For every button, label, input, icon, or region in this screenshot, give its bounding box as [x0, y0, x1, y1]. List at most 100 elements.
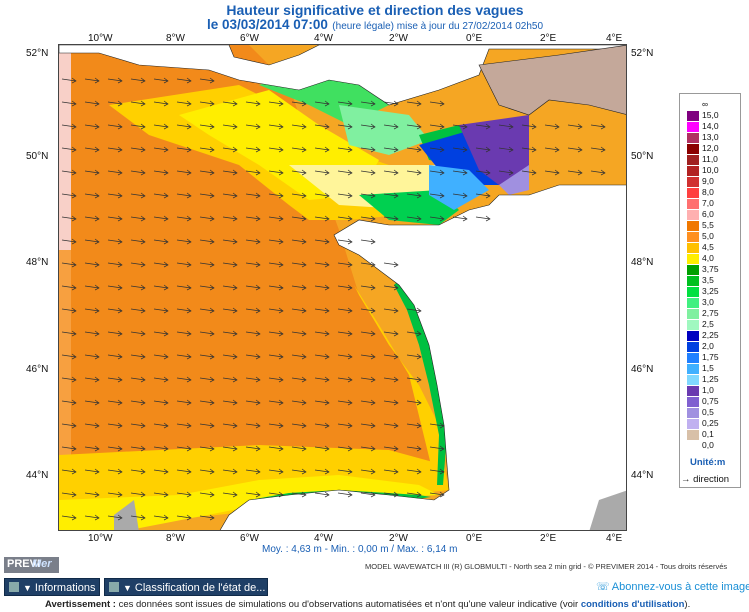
direction-arrow	[314, 353, 330, 360]
direction-arrow	[176, 238, 192, 245]
direction-arrow	[406, 399, 422, 406]
subscribe-link[interactable]: ☏ Abonnez-vous à cette image	[596, 580, 749, 593]
direction-arrow	[360, 284, 376, 291]
legend-entry: 2,25	[687, 330, 739, 341]
direction-arrow	[406, 215, 422, 222]
chevron-down-icon: ▼	[123, 583, 132, 593]
direction-arrow	[291, 468, 307, 475]
direction-arrow	[61, 445, 77, 452]
direction-arrow	[84, 445, 100, 452]
legend-swatch	[687, 111, 699, 121]
direction-arrow	[521, 169, 537, 176]
legend-value: 2,5	[702, 319, 714, 329]
direction-arrow	[544, 169, 560, 176]
legend-value: 3,75	[702, 264, 719, 274]
direction-arrow	[268, 330, 284, 337]
direction-arrow	[61, 100, 77, 107]
lat-label-right: 52°N	[631, 48, 654, 59]
direction-arrow	[498, 169, 514, 176]
direction-arrow	[406, 422, 422, 429]
lon-label-top: 4°E	[606, 33, 623, 44]
direction-arrow	[383, 468, 399, 475]
direction-arrow	[199, 376, 215, 383]
previmer-logo[interactable]: PREVI Mer	[4, 557, 59, 573]
direction-arrow	[130, 376, 146, 383]
direction-arrow	[544, 146, 560, 153]
direction-arrow	[84, 422, 100, 429]
direction-arrow	[245, 491, 261, 498]
lat-label-left: 50°N	[26, 151, 49, 162]
direction-arrow	[84, 376, 100, 383]
direction-arrow	[222, 422, 238, 429]
direction-arrow	[153, 422, 169, 429]
wave-height-map[interactable]	[58, 44, 627, 531]
direction-arrow	[590, 169, 606, 176]
lon-label-bottom: 4°W	[314, 533, 333, 544]
legend-entry: 0,5	[687, 407, 739, 418]
direction-arrow	[84, 514, 100, 521]
direction-arrow	[360, 192, 376, 199]
legend-entry: 1,25	[687, 374, 739, 385]
direction-arrow	[406, 169, 422, 176]
direction-arrow	[314, 307, 330, 314]
direction-arrow	[360, 491, 376, 498]
direction-arrow	[176, 376, 192, 383]
direction-arrow	[199, 491, 215, 498]
direction-arrow	[337, 238, 353, 245]
classification-tab[interactable]: ▼ Classification de l'état de...	[104, 578, 268, 596]
direction-arrow	[61, 123, 77, 130]
direction-arrow	[176, 422, 192, 429]
direction-arrow	[590, 123, 606, 130]
terms-link[interactable]: conditions d'utilisation	[580, 599, 685, 610]
direction-arrow	[222, 284, 238, 291]
legend-swatch	[687, 342, 699, 352]
direction-arrow	[153, 330, 169, 337]
direction-arrow	[590, 146, 606, 153]
legend-value: 0,1	[702, 429, 714, 439]
legend-entry: 0,0	[687, 440, 739, 451]
direction-arrow	[268, 192, 284, 199]
direction-arrow	[337, 399, 353, 406]
direction-arrow	[130, 422, 146, 429]
direction-arrow	[153, 215, 169, 222]
direction-arrow	[153, 192, 169, 199]
direction-arrow	[291, 215, 307, 222]
direction-arrow	[268, 491, 284, 498]
direction-arrow	[153, 77, 169, 84]
direction-arrow	[107, 376, 123, 383]
direction-arrow	[245, 422, 261, 429]
direction-arrow	[268, 261, 284, 268]
direction-arrow	[245, 215, 261, 222]
direction-arrow	[130, 215, 146, 222]
direction-arrow	[84, 100, 100, 107]
direction-arrow	[291, 284, 307, 291]
direction-arrow	[406, 491, 422, 498]
direction-arrow	[360, 123, 376, 130]
direction-arrow	[314, 215, 330, 222]
direction-arrow	[130, 192, 146, 199]
update-note: (heure légale) mise à jour du 27/02/2014…	[332, 21, 543, 32]
direction-arrow	[130, 146, 146, 153]
legend-entry: 1,0	[687, 385, 739, 396]
direction-arrow	[360, 215, 376, 222]
legend-swatch	[687, 353, 699, 363]
direction-arrow	[61, 146, 77, 153]
informations-tab[interactable]: ▼ Informations	[4, 578, 100, 596]
direction-arrow	[314, 100, 330, 107]
direction-arrow	[153, 376, 169, 383]
direction-arrow	[314, 445, 330, 452]
direction-arrow	[268, 399, 284, 406]
legend-value: 1,25	[702, 374, 719, 384]
direction-arrow	[176, 491, 192, 498]
wave-height-legend: Unité:m ∞ 15,0 14,0 13,0 12,0 11,0 10,0 9,0 8,0 7…	[679, 93, 741, 488]
direction-arrow	[84, 215, 100, 222]
disclaimer-suffix: ).	[684, 599, 691, 610]
legend-entry: 4,5	[687, 242, 739, 253]
model-credits: MODEL WAVEWATCH III (R) GLOBMULTI - Nort…	[365, 562, 728, 571]
direction-arrow	[153, 445, 169, 452]
direction-arrow	[291, 445, 307, 452]
direction-arrow	[153, 491, 169, 498]
direction-arrow	[429, 468, 445, 475]
direction-arrow	[222, 146, 238, 153]
direction-arrow	[199, 238, 215, 245]
